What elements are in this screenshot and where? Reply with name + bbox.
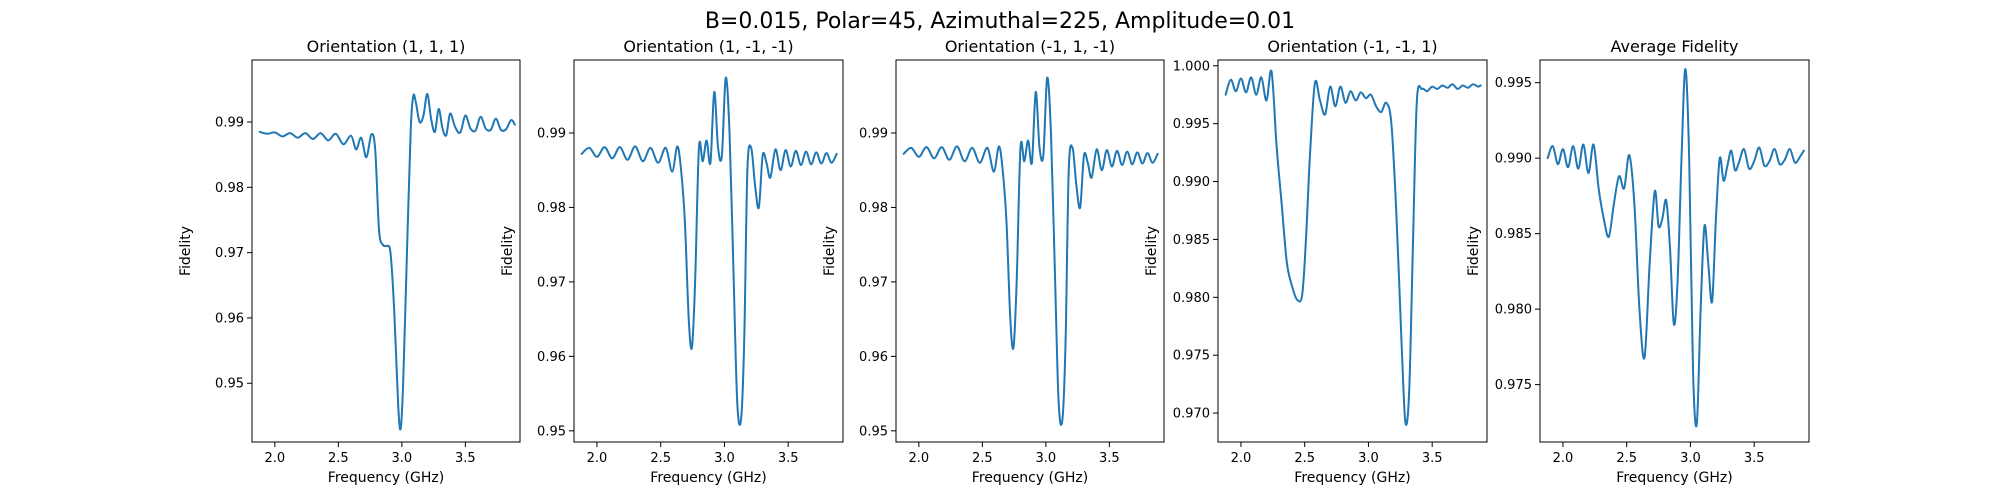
subplot-title: Orientation (-1, 1, -1)	[945, 37, 1115, 56]
axes-frame	[895, 59, 1165, 443]
axes-frame	[573, 59, 844, 443]
x-tick-label: 2.5	[1294, 451, 1315, 466]
series-line-1	[1546, 68, 1805, 428]
x-tick-label: 2.0	[1231, 451, 1252, 466]
subplot-1: Orientation (1, 1, 1) 2.0 2.5 3.0 3.5 0.95 0.9…	[178, 37, 521, 486]
x-axis-label: Frequency (GHz)	[650, 470, 766, 486]
subplot-2: Orientation (1, -1, -1) 2.0 2.5 3.0 3.5 0.95 0…	[500, 37, 844, 486]
y-tick-label: 0.95	[537, 424, 566, 439]
x-tick-label: 3.0	[1358, 451, 1379, 466]
x-tick-label: 3.0	[1036, 451, 1057, 466]
y-tick-label: 0.985	[1173, 233, 1210, 248]
axes-frame	[1217, 59, 1488, 443]
axes-frame	[1539, 59, 1810, 443]
x-tick-label: 3.5	[1099, 451, 1120, 466]
x-tick-label: 3.5	[778, 451, 799, 466]
y-tick-label: 0.985	[1495, 227, 1532, 242]
x-axis-label: Frequency (GHz)	[1294, 470, 1410, 486]
y-tick-label: 0.98	[537, 201, 566, 216]
y-tick-label: 0.95	[215, 377, 244, 392]
y-tick-label: 0.975	[1173, 349, 1210, 364]
y-tick-label: 0.99	[537, 126, 566, 141]
x-tick-label: 2.0	[1553, 451, 1574, 466]
x-tick-label: 3.0	[392, 451, 413, 466]
figure-suptitle: B=0.015, Polar=45, Azimuthal=225, Amplit…	[705, 9, 1295, 34]
subplot-4: Orientation (-1, -1, 1) 2.0 2.5 3.0 3.5 0.970…	[1144, 37, 1488, 486]
series-line-1	[580, 76, 838, 426]
y-axis-label: Fidelity	[1144, 226, 1160, 276]
subplot-5: Average Fidelity 2.0 2.5 3.0 3.5 0.975 0.980 0.…	[1466, 37, 1810, 486]
y-tick-label: 1.000	[1173, 59, 1210, 74]
x-tick-label: 3.0	[714, 451, 735, 466]
x-tick-label: 3.5	[455, 451, 476, 466]
x-tick-label: 2.5	[1616, 451, 1637, 466]
subplot-title: Average Fidelity	[1611, 37, 1739, 56]
y-tick-label: 0.99	[215, 116, 244, 131]
y-tick-label: 0.970	[1173, 407, 1210, 422]
x-tick-label: 2.5	[328, 451, 349, 466]
subplot-3: Orientation (-1, 1, -1) 2.0 2.5 3.0 3.5 0.95 0…	[822, 37, 1165, 486]
y-tick-label: 0.96	[215, 311, 244, 326]
x-axis-label: Frequency (GHz)	[328, 470, 444, 486]
y-tick-label: 0.97	[215, 246, 244, 261]
y-tick-label: 0.990	[1173, 175, 1210, 190]
x-tick-label: 2.0	[909, 451, 930, 466]
x-tick-label: 2.5	[972, 451, 993, 466]
x-tick-label: 3.5	[1422, 451, 1443, 466]
x-tick-label: 3.5	[1744, 451, 1765, 466]
axes-frame	[251, 59, 521, 443]
y-tick-label: 0.98	[859, 201, 888, 216]
subplot-title: Orientation (1, 1, 1)	[307, 37, 466, 56]
y-tick-label: 0.980	[1173, 291, 1210, 306]
subplot-title: Orientation (-1, -1, 1)	[1267, 37, 1437, 56]
x-tick-label: 3.0	[1680, 451, 1701, 466]
y-tick-label: 0.96	[859, 350, 888, 365]
x-tick-label: 2.5	[650, 451, 671, 466]
series-line-1	[258, 92, 516, 431]
y-tick-label: 0.995	[1495, 76, 1532, 91]
series-line-1	[1224, 69, 1482, 426]
y-tick-label: 0.96	[537, 350, 566, 365]
subplot-title: Orientation (1, -1, -1)	[623, 37, 793, 56]
series-line-1	[902, 76, 1159, 426]
x-axis-label: Frequency (GHz)	[1616, 470, 1732, 486]
y-tick-label: 0.975	[1495, 378, 1532, 393]
y-tick-label: 0.95	[859, 424, 888, 439]
x-tick-label: 2.0	[265, 451, 286, 466]
subplot-grid: Orientation (1, 1, 1) 2.0 2.5 3.0 3.5 0.95 0.9…	[178, 37, 1810, 486]
y-axis-label: Fidelity	[500, 226, 516, 276]
y-tick-label: 0.990	[1495, 152, 1532, 167]
y-tick-label: 0.97	[537, 275, 566, 290]
y-tick-label: 0.980	[1495, 303, 1532, 318]
y-tick-label: 0.995	[1173, 117, 1210, 132]
y-axis-label: Fidelity	[822, 226, 838, 276]
y-tick-label: 0.99	[859, 126, 888, 141]
y-tick-label: 0.97	[859, 275, 888, 290]
x-tick-label: 2.0	[587, 451, 608, 466]
y-axis-label: Fidelity	[178, 226, 194, 276]
x-axis-label: Frequency (GHz)	[972, 470, 1088, 486]
y-tick-label: 0.98	[215, 181, 244, 196]
y-axis-label: Fidelity	[1466, 226, 1482, 276]
